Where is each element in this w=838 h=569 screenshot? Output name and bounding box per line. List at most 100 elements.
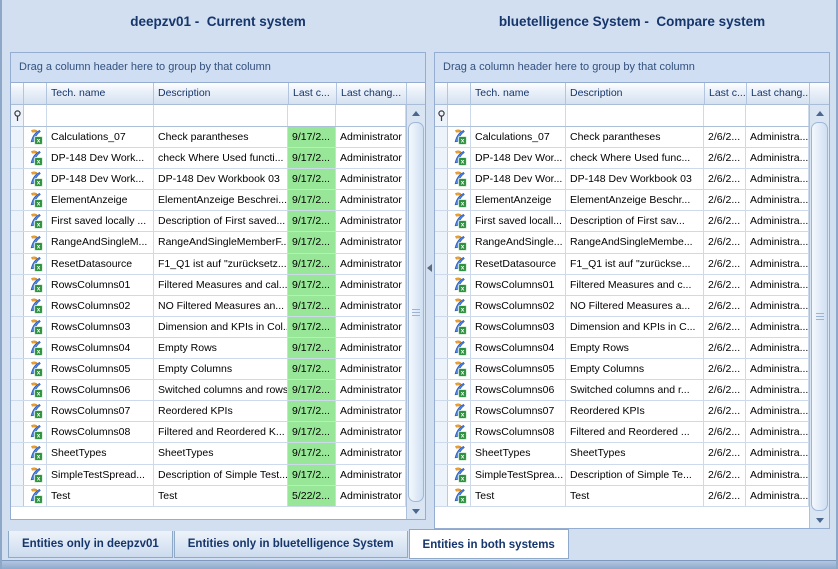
column-header-tech-name[interactable]: Tech. name (471, 83, 566, 105)
table-row[interactable]: x RangeAndSingleM... RangeAndSingleMembe… (11, 232, 406, 254)
tech-name-cell: Calculations_07 (47, 127, 154, 148)
bottom-tab-strip: Entities only in deepzv01 Entities only … (8, 529, 570, 563)
tab-entities-only-in-compare[interactable]: Entities only in bluetelligence System (173, 531, 408, 558)
tech-name-cell: RowsColumns01 (47, 274, 154, 295)
table-row[interactable]: x RowsColumns01 Filtered Measures and c.… (435, 274, 809, 296)
table-row[interactable]: x RowsColumns08 Filtered and Reordered .… (435, 422, 809, 444)
table-row[interactable]: x RowsColumns04 Empty Rows 2/6/2... Admi… (435, 337, 809, 360)
column-header-last-changed-by[interactable]: Last chang... (747, 83, 810, 105)
table-row[interactable]: x SheetTypes SheetTypes 9/17/2... Admini… (11, 443, 406, 465)
filter-cell-last-changed-by[interactable] (336, 105, 406, 126)
scrollbar-thumb[interactable] (408, 122, 424, 502)
description-cell: Switched columns and rows (154, 380, 288, 401)
svg-text:x: x (461, 391, 465, 398)
table-row[interactable]: x ElementAnzeige ElementAnzeige Beschrei… (11, 190, 406, 212)
triangle-left-icon[interactable] (427, 264, 432, 272)
scroll-down-button[interactable] (810, 512, 829, 528)
table-row[interactable]: x RowsColumns02 NO Filtered Measures an.… (11, 295, 406, 317)
table-row[interactable]: x RowsColumns06 Switched columns and row… (11, 380, 406, 402)
table-row[interactable]: x SimpleTestSprea... Description of Simp… (435, 464, 809, 486)
table-row[interactable]: x RowsColumns03 Dimension and KPIs in C.… (435, 316, 809, 338)
scrollbar-thumb[interactable] (811, 122, 828, 511)
description-cell: Filtered Measures and c... (566, 274, 704, 295)
table-row[interactable]: x RowsColumns04 Empty Rows 9/17/2... Adm… (11, 337, 406, 360)
table-row[interactable]: x RowsColumns05 Empty Columns 9/17/2... … (11, 359, 406, 381)
table-row[interactable]: x DP-148 Dev Wor... DP-148 Dev Workbook … (435, 169, 809, 191)
description-cell: ElementAnzeige Beschr... (566, 190, 704, 211)
table-row[interactable]: x RowsColumns05 Empty Columns 2/6/2... A… (435, 359, 809, 381)
filter-cell-tech-name[interactable] (47, 105, 154, 126)
table-row[interactable]: x ResetDatasource F1_Q1 ist auf "zurücks… (11, 253, 406, 275)
tech-name-cell: RangeAndSingleM... (47, 232, 154, 253)
last-changed-by-cell: Administrator (336, 211, 406, 232)
table-row[interactable]: x DP-148 Dev Work... DP-148 Dev Workbook… (11, 169, 406, 191)
panel-splitter[interactable] (426, 52, 434, 520)
table-row[interactable]: x ResetDatasource F1_Q1 ist auf "zurücks… (435, 253, 809, 275)
filter-cell-last-changed[interactable] (288, 105, 336, 126)
column-header-description[interactable]: Description (154, 83, 289, 105)
table-row[interactable]: x First saved locally ... Description of… (11, 211, 406, 233)
table-row[interactable]: x First saved locall... Description of F… (435, 211, 809, 233)
pin-icon (11, 105, 24, 126)
table-row[interactable]: x RangeAndSingle... RangeAndSingleMembe.… (435, 232, 809, 254)
column-header-description[interactable]: Description (566, 83, 705, 105)
tech-name-cell: RowsColumns02 (47, 295, 154, 316)
column-header-tech-name[interactable]: Tech. name (47, 83, 154, 105)
last-changed-by-cell: Administrator (336, 485, 406, 506)
last-changed-cell: 2/6/2... (704, 443, 746, 464)
filter-cell-description[interactable] (566, 105, 704, 126)
description-cell: RangeAndSingleMemberF... (154, 232, 288, 253)
tech-name-cell: ElementAnzeige (47, 190, 154, 211)
scrollbar-track[interactable] (407, 121, 425, 503)
table-row[interactable]: x DP-148 Dev Wor... check Where Used fun… (435, 148, 809, 170)
table-row[interactable]: x RowsColumns02 NO Filtered Measures a..… (435, 295, 809, 317)
scroll-down-button[interactable] (407, 503, 425, 519)
filter-cell[interactable] (448, 105, 471, 126)
row-indicator (435, 464, 448, 485)
tech-name-cell: DP-148 Dev Wor... (471, 148, 566, 169)
table-row[interactable]: x Test Test 5/22/2... Administrator (11, 485, 406, 507)
filter-cell[interactable] (24, 105, 47, 126)
table-row[interactable]: x RowsColumns06 Switched columns and r..… (435, 380, 809, 402)
vertical-scrollbar[interactable] (406, 105, 425, 519)
scroll-up-button[interactable] (407, 105, 425, 121)
scroll-up-button[interactable] (810, 105, 829, 121)
table-row[interactable]: x RowsColumns08 Filtered and Reordered K… (11, 422, 406, 444)
column-header-last-changed[interactable]: Last c... (289, 83, 337, 105)
last-changed-cell: 5/22/2... (288, 485, 336, 506)
column-header-last-changed-by[interactable]: Last chang... (337, 83, 407, 105)
scrollbar-track[interactable] (810, 121, 829, 512)
table-row[interactable]: x SheetTypes SheetTypes 2/6/2... Adminis… (435, 443, 809, 465)
table-row[interactable]: x Calculations_07 Check parantheses 2/6/… (435, 127, 809, 149)
table-row[interactable]: x SimpleTestSpread... Description of Sim… (11, 464, 406, 486)
last-changed-by-cell: Administrator (336, 169, 406, 190)
filter-cell-last-changed[interactable] (704, 105, 746, 126)
description-cell: Check parantheses (154, 127, 288, 148)
tech-name-cell: Calculations_07 (471, 127, 566, 148)
tab-entities-in-both-systems[interactable]: Entities in both systems (408, 529, 569, 559)
table-row[interactable]: x Test Test 2/6/2... Administra... (435, 485, 809, 507)
filter-cell-last-changed-by[interactable] (746, 105, 809, 126)
description-cell: Description of Simple Te... (566, 464, 704, 485)
last-changed-cell: 9/17/2... (288, 148, 336, 169)
table-row[interactable]: x RowsColumns03 Dimension and KPIs in Co… (11, 316, 406, 338)
table-row[interactable]: x RowsColumns07 Reordered KPIs 2/6/2... … (435, 401, 809, 423)
filter-cell-description[interactable] (154, 105, 288, 126)
table-row[interactable]: x DP-148 Dev Work... check Where Used fu… (11, 148, 406, 170)
indicator-header (11, 83, 24, 105)
vertical-scrollbar[interactable] (809, 105, 829, 528)
tab-entities-only-in-current[interactable]: Entities only in deepzv01 (8, 531, 173, 558)
table-row[interactable]: x RowsColumns01 Filtered Measures and ca… (11, 274, 406, 296)
tech-name-cell: ResetDatasource (471, 253, 566, 274)
filter-cell-tech-name[interactable] (471, 105, 566, 126)
compare-system-grid-panel: Drag a column header here to group by th… (434, 52, 830, 529)
column-header-row: Tech. name Description Last c... Last ch… (11, 83, 425, 105)
table-row[interactable]: x RowsColumns07 Reordered KPIs 9/17/2...… (11, 401, 406, 423)
column-header-last-changed[interactable]: Last c... (705, 83, 747, 105)
workbook-icon: x (24, 232, 47, 253)
table-row[interactable]: x Calculations_07 Check parantheses 9/17… (11, 127, 406, 149)
workbook-icon: x (448, 253, 471, 274)
table-row[interactable]: x ElementAnzeige ElementAnzeige Beschr..… (435, 190, 809, 212)
row-indicator (435, 485, 448, 506)
svg-text:x: x (37, 138, 41, 145)
